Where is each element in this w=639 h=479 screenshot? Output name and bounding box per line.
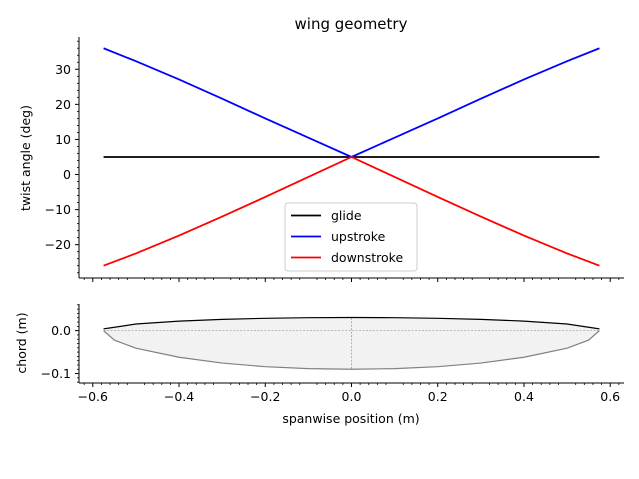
chord-x-axis-label: spanwise position (m) (282, 411, 419, 426)
legend-label-glide: glide (331, 208, 362, 223)
legend-label-upstroke: upstroke (331, 229, 386, 244)
chord-x-tick-label: 0.0 (342, 389, 362, 404)
chord-y-axis-label: chord (m) (14, 312, 29, 373)
chord-x-tick-label: 0.4 (514, 389, 534, 404)
twist-y-axis-label: twist angle (deg) (18, 105, 33, 211)
legend-frame (284, 202, 418, 272)
legend-label-downstroke: downstroke (331, 250, 403, 265)
chord-x-tick-label: 0.6 (600, 389, 620, 404)
leading-edge-line (103, 316, 600, 330)
chord-x-tick-label: −0.2 (250, 389, 280, 404)
series-line-upstroke (103, 47, 600, 158)
twist-series-group (103, 47, 600, 267)
twist-y-tick-label: 0 (63, 167, 71, 182)
chord-x-tick-label: −0.6 (78, 389, 108, 404)
twist-y-tick-label: 30 (55, 62, 71, 77)
trailing-edge-line (103, 330, 600, 370)
series-line-downstroke (103, 155, 600, 267)
chart-title: wing geometry (295, 15, 408, 33)
twist-y-tick-label: −10 (45, 202, 71, 217)
chord-x-tick-label: −0.4 (164, 389, 194, 404)
wing-planform (103, 316, 600, 370)
chord-x-tick-label: 0.2 (428, 389, 448, 404)
twist-y-tick-label: −20 (45, 237, 71, 252)
twist-y-tick-label: 10 (55, 132, 71, 147)
twist-y-tick-label: 20 (55, 97, 71, 112)
legend: glide upstroke downstroke (284, 202, 418, 272)
chord-y-tick-label: −0.1 (41, 366, 71, 381)
chord-y-tick-label: 0.0 (51, 323, 71, 338)
twist-angle-plot: wing geometry −20 −10 0 10 20 30 twist angle … (18, 15, 624, 282)
twist-axes-ticks: −20 −10 0 10 20 30 (45, 40, 620, 282)
chord-plot: 0.0 −0.1 −0.6 −0.4 −0.2 0.0 0.2 0.4 0.6 chord (m… (14, 304, 624, 426)
